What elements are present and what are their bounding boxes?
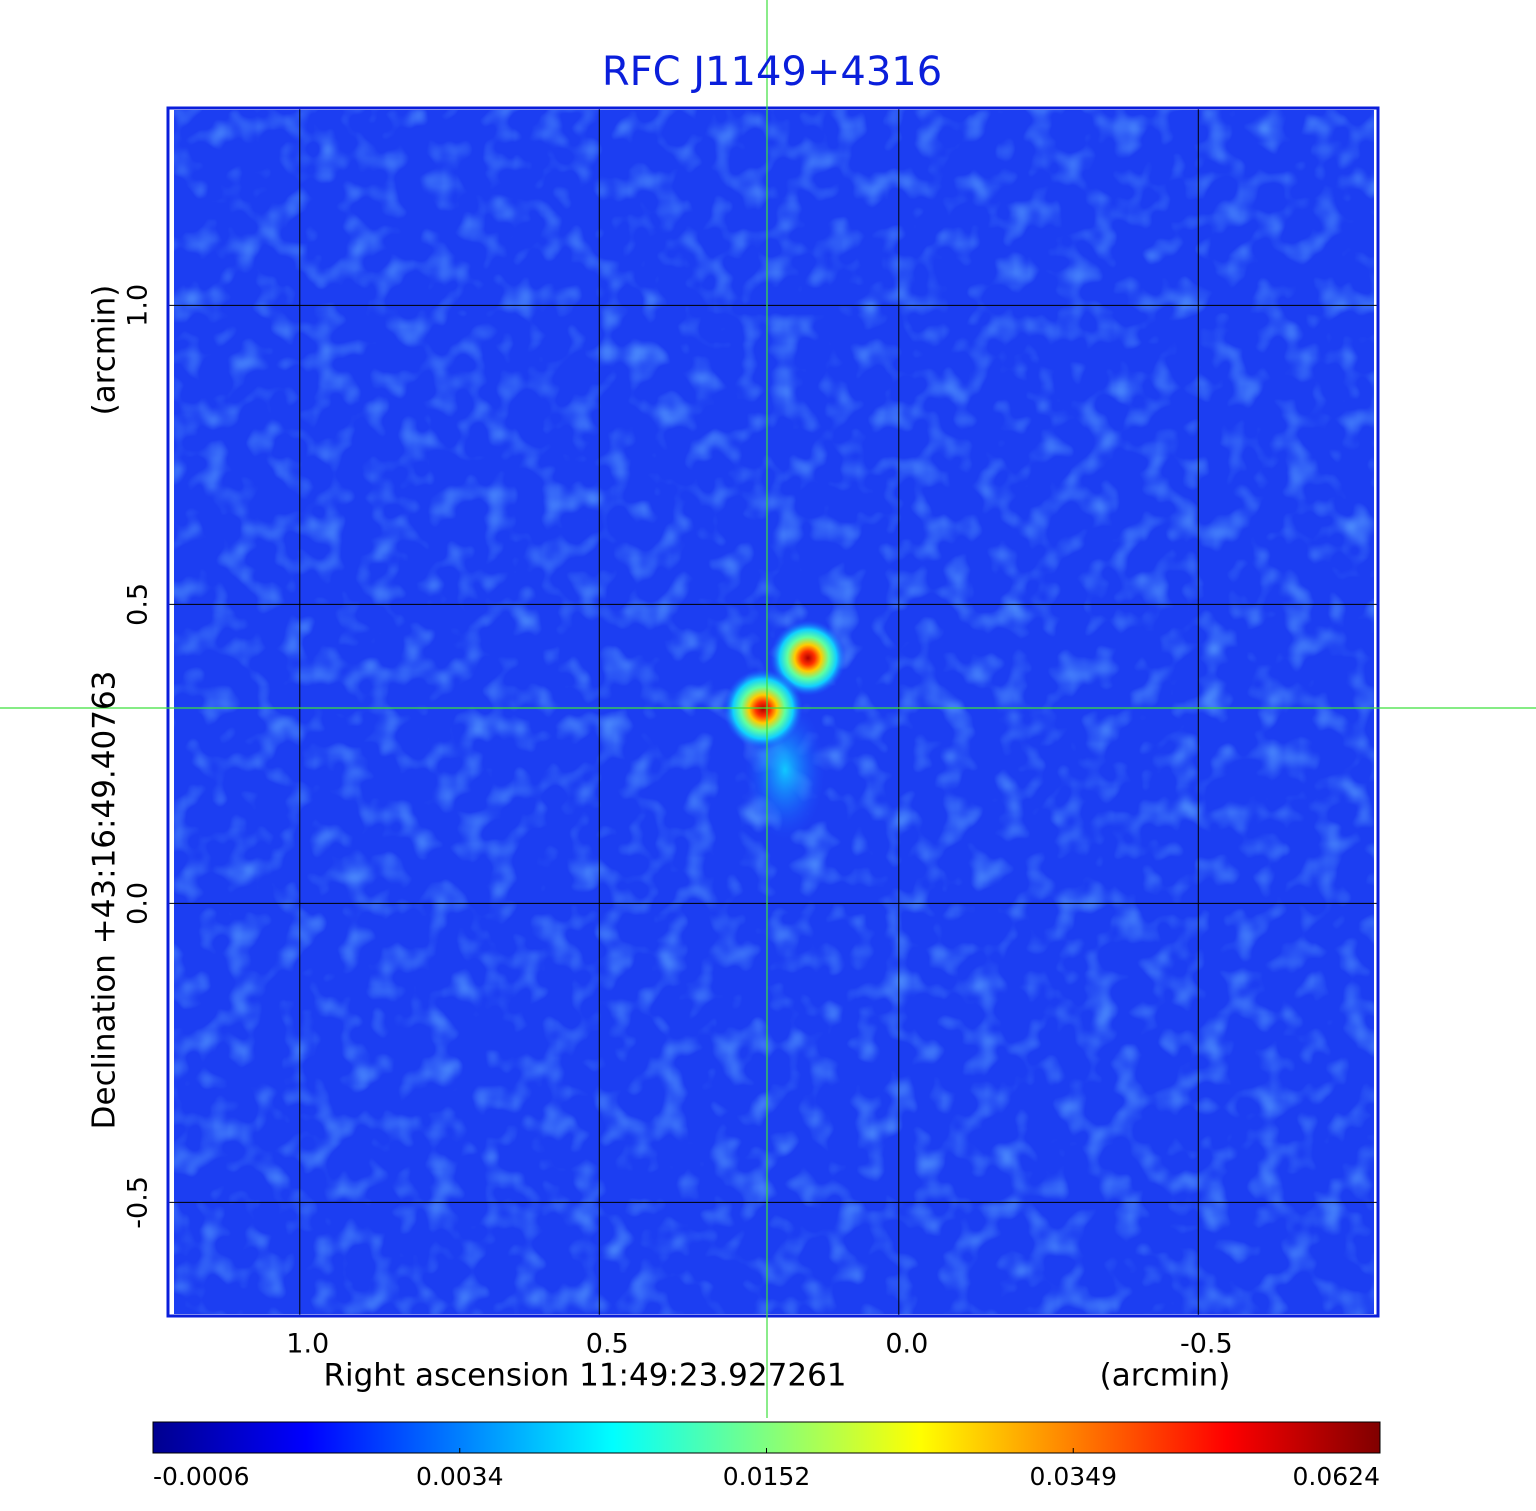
plot-frame xyxy=(166,106,1380,1318)
x-axis-label: Right ascension 11:49:23.927261 xyxy=(323,1358,846,1394)
colorbar-tick-label: 0.0152 xyxy=(723,1462,810,1491)
y-axis-unit: (arcmin) xyxy=(87,285,123,416)
colorbar xyxy=(152,1421,1381,1454)
x-axis-unit: (arcmin) xyxy=(1100,1358,1231,1394)
x-tick-label: 1.0 xyxy=(286,1329,329,1360)
colorbar-tick-label: -0.0006 xyxy=(153,1462,250,1491)
colorbar-tick-label: 0.0034 xyxy=(416,1462,503,1491)
x-tick-label: 0.0 xyxy=(885,1329,928,1360)
y-axis-label: Declination +43:16:49.40763 xyxy=(87,671,123,1130)
source xyxy=(770,620,846,696)
colorbar-tick-label: 0.0624 xyxy=(1293,1462,1380,1491)
colorbar-tick-label: 0.0349 xyxy=(1030,1462,1117,1491)
source xyxy=(723,669,803,749)
y-tick-label: 0.0 xyxy=(123,882,154,925)
y-tick-label: 1.0 xyxy=(123,284,154,327)
x-tick-label: -0.5 xyxy=(1180,1329,1233,1360)
y-tick-label: 0.5 xyxy=(123,583,154,626)
map xyxy=(174,110,1374,1314)
chart-title: RFC J1149+4316 xyxy=(602,49,942,95)
y-tick-label: -0.5 xyxy=(123,1176,154,1229)
x-tick-label: 0.5 xyxy=(586,1329,629,1360)
